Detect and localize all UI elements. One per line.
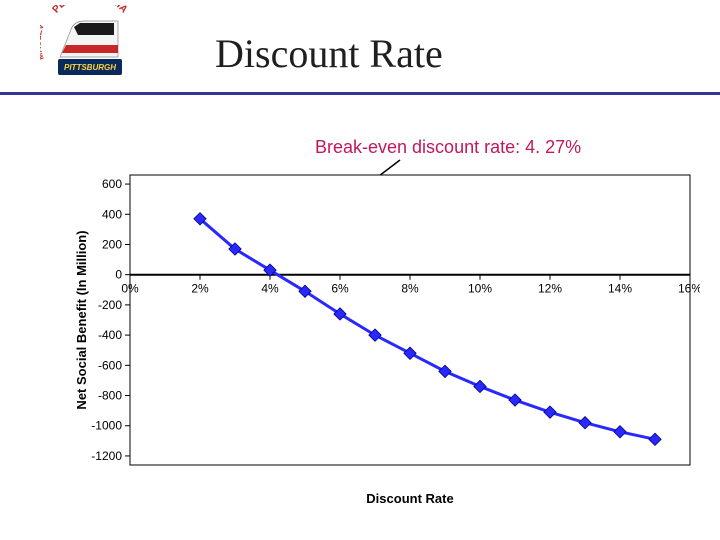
- maglev-logo: PENNSYLVANIA MAGLEV PITTSBURGH: [40, 5, 140, 85]
- svg-text:6%: 6%: [331, 282, 349, 296]
- svg-text:Net Social Benefit (In Million: Net Social Benefit (In Million): [74, 230, 89, 409]
- svg-text:8%: 8%: [401, 282, 419, 296]
- discount-rate-chart: -1200 -1000 -800 -600 -400 -200 0 200 400 600 0% 2%…: [70, 165, 700, 515]
- svg-text:200: 200: [102, 237, 122, 251]
- svg-text:PENNSYLVANIA: PENNSYLVANIA: [51, 5, 130, 15]
- svg-text:14%: 14%: [608, 282, 632, 296]
- svg-text:2%: 2%: [191, 282, 209, 296]
- svg-text:-400: -400: [98, 328, 122, 342]
- slide: PENNSYLVANIA MAGLEV PITTSBURGH Discount Ra…: [0, 0, 720, 540]
- slide-title: Discount Rate: [215, 30, 443, 77]
- svg-text:-200: -200: [98, 298, 122, 312]
- breakeven-annotation: Break-even discount rate: 4. 27%: [315, 137, 581, 158]
- svg-text:-1000: -1000: [91, 419, 122, 433]
- svg-text:MAGLEV: MAGLEV: [40, 22, 46, 61]
- svg-text:4%: 4%: [261, 282, 279, 296]
- svg-text:400: 400: [102, 207, 122, 221]
- svg-text:-1200: -1200: [91, 449, 122, 463]
- svg-text:PITTSBURGH: PITTSBURGH: [64, 63, 116, 72]
- svg-text:-600: -600: [98, 358, 122, 372]
- title-underline: [0, 92, 720, 95]
- svg-text:10%: 10%: [468, 282, 492, 296]
- svg-text:12%: 12%: [538, 282, 562, 296]
- svg-text:0%: 0%: [121, 282, 139, 296]
- svg-text:16%: 16%: [678, 282, 700, 296]
- svg-text:Discount Rate: Discount Rate: [366, 491, 453, 506]
- svg-text:600: 600: [102, 177, 122, 191]
- svg-text:-800: -800: [98, 389, 122, 403]
- svg-text:0: 0: [115, 268, 122, 282]
